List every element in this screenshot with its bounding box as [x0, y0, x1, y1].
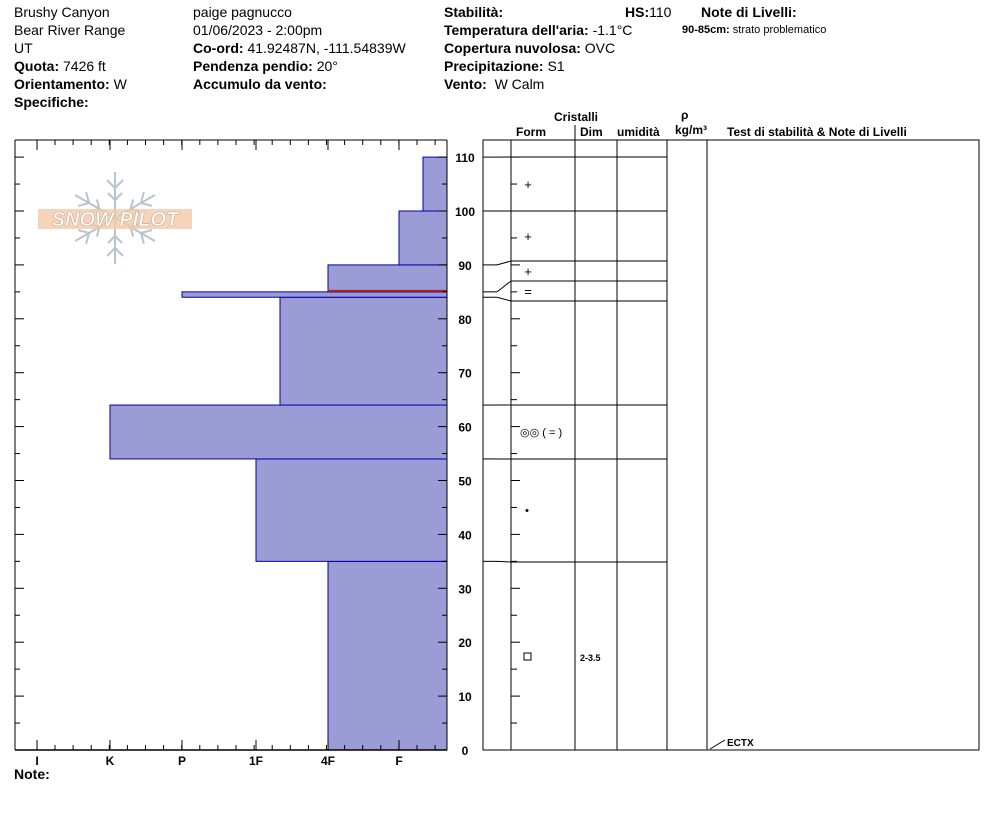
depth-label-80: 80 — [458, 313, 472, 327]
connector — [496, 560, 512, 563]
depth-label-90: 90 — [458, 259, 472, 273]
cloud: Copertura nuvolosa: OVC — [444, 40, 615, 56]
connector — [496, 280, 512, 293]
stability-label: Stabilità: — [444, 4, 504, 20]
hardness-label-4F: 4F — [321, 754, 335, 768]
depth-label-110: 110 — [455, 151, 475, 165]
layer-note-text: strato problematico — [732, 24, 827, 36]
cloud-value: OVC — [584, 40, 616, 56]
connector — [496, 296, 512, 302]
hardness-label-F: F — [395, 754, 402, 768]
grain-form-1 — [525, 509, 529, 512]
hardness-layer-3 — [279, 296, 448, 406]
precip-value: S1 — [547, 58, 565, 74]
specifics-label: Specifiche: — [14, 94, 89, 110]
depth-label-40: 40 — [458, 528, 472, 542]
depth-label-30: 30 — [458, 582, 472, 596]
slope-label: Pendenza pendio: — [193, 58, 313, 74]
elevation-value: 7426 ft — [63, 58, 106, 74]
note-label: Note: — [14, 766, 50, 782]
connector — [496, 260, 512, 266]
hardness-layer-6 — [398, 210, 448, 266]
rho-header: ρ — [681, 108, 689, 122]
depth-label-60: 60 — [458, 421, 472, 435]
hardness-layer-4 — [181, 291, 448, 298]
grain-form-4: = — [524, 284, 532, 299]
stability-test-arrow — [709, 739, 726, 750]
wind: Vento: W Calm — [444, 76, 544, 92]
grain-form-7: + — [524, 177, 532, 192]
depth-label-20: 20 — [458, 636, 472, 650]
wind-label: Vento: — [444, 76, 487, 92]
depth-label-100: 100 — [455, 205, 475, 219]
slope: Pendenza pendio: 20° — [193, 58, 338, 74]
wind-value: W Calm — [494, 76, 545, 92]
hs: HS:110 — [625, 4, 671, 20]
hardness-layer-5 — [327, 264, 448, 293]
layer-note-range: 90-85cm: — [682, 24, 730, 36]
datetime: 01/06/2023 - 2:00pm — [193, 22, 323, 38]
layer-note: 90-85cm: strato problematico — [682, 24, 826, 36]
hs-value: 110 — [649, 4, 672, 20]
hardness-label-P: P — [178, 754, 186, 768]
grain-form-0 — [523, 652, 532, 661]
size-header: Dim — [580, 125, 603, 139]
hardness-layer-0 — [327, 560, 448, 751]
layer-notes-label: Note di Livelli: — [701, 4, 797, 20]
precip: Precipitazione: S1 — [444, 58, 565, 74]
moisture-header: umidità — [617, 125, 660, 139]
depth-label-70: 70 — [458, 367, 472, 381]
air-temp-value: -1.1°C — [592, 22, 633, 38]
depth-label-0: 0 — [462, 744, 469, 758]
hardness-label-I: I — [35, 754, 38, 768]
hardness-label-K: K — [106, 754, 115, 768]
layer-table — [482, 139, 980, 751]
depth-label-50: 50 — [458, 475, 472, 489]
form-header: Form — [516, 125, 546, 139]
hs-label: HS: — [625, 4, 650, 20]
grain-form-5: + — [524, 264, 532, 279]
state: UT — [14, 40, 33, 56]
cloud-label: Copertura nuvolosa: — [444, 40, 581, 56]
coord: Co-ord: 41.92487N, -111.54839W — [193, 40, 406, 56]
logo-text: SNOW PILOT — [52, 209, 180, 231]
observer: paige pagnucco — [193, 4, 292, 20]
grain-size-0: 2-3.5 — [580, 653, 601, 663]
location: Brushy Canyon — [14, 4, 110, 20]
precip-label: Precipitazione: — [444, 58, 544, 74]
air-temp: Temperatura dell'aria: -1.1°C — [444, 22, 632, 38]
hardness-layer-1 — [255, 458, 448, 562]
stability-test-label: ECTX — [727, 738, 754, 749]
crystals-header: Cristalli — [554, 110, 599, 124]
depth-label-10: 10 — [458, 690, 472, 704]
elevation: Quota: 7426 ft — [14, 58, 106, 74]
aspect-label: Orientamento: — [14, 76, 110, 92]
grain-form-2: ◎◎ ( = ) — [520, 427, 562, 439]
density-header: kg/m³ — [675, 123, 708, 137]
hardness-layer-2 — [109, 404, 448, 460]
logo-banner — [38, 209, 192, 229]
elevation-label: Quota: — [14, 58, 60, 74]
coord-value: 41.92487N, -111.54839W — [247, 40, 406, 56]
aspect-value: W — [113, 76, 127, 92]
tests-header: Test di stabilità & Note di Livelli — [727, 125, 907, 139]
wind-loading-label: Accumulo da vento: — [193, 76, 327, 92]
grain-form-6: + — [524, 229, 532, 244]
range: Bear River Range — [14, 22, 126, 38]
hardness-label-1F: 1F — [249, 754, 263, 768]
slope-value: 20° — [316, 58, 338, 74]
coord-label: Co-ord: — [193, 40, 244, 56]
aspect: Orientamento: W — [14, 76, 127, 92]
air-temp-label: Temperatura dell'aria: — [444, 22, 589, 38]
snowflake-logo-icon — [74, 172, 156, 264]
